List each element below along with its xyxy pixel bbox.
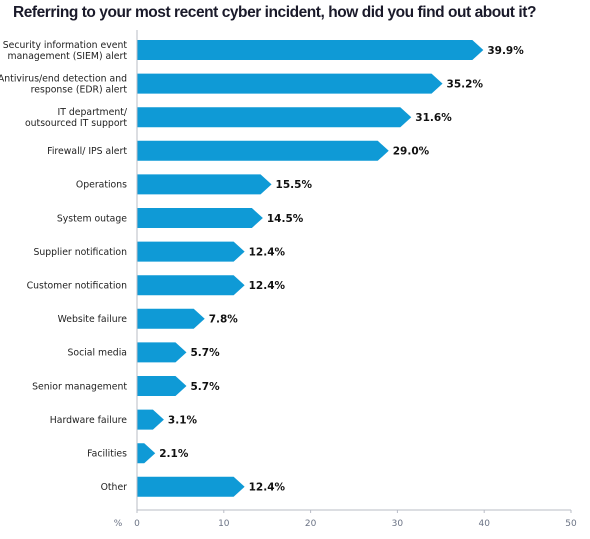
x-axis: 0 10 20 30 40 50% xyxy=(114,30,577,529)
value-label: 7.8% xyxy=(209,314,239,326)
bar xyxy=(137,342,187,363)
bar xyxy=(137,476,245,497)
category-label: Facilities xyxy=(87,449,127,460)
bar xyxy=(137,443,156,464)
value-label: 12.4% xyxy=(249,246,286,258)
category-label: Security information event xyxy=(3,40,128,51)
category-label: management (SIEM) alert xyxy=(8,51,128,62)
x-tick-label: 50 xyxy=(565,519,577,529)
category-label: outsourced IT support xyxy=(25,118,127,129)
category-label: Website failure xyxy=(58,314,128,325)
category-label: response (EDR) alert xyxy=(31,84,128,95)
bar xyxy=(137,275,245,296)
bar xyxy=(137,40,484,60)
value-label: 14.5% xyxy=(267,213,304,225)
bars xyxy=(137,40,484,497)
x-tick-label: 0 xyxy=(134,519,140,529)
bar xyxy=(137,409,164,430)
category-label: Other xyxy=(101,482,128,493)
value-label: 12.4% xyxy=(249,280,286,292)
bar xyxy=(137,376,187,396)
value-labels: 39.9% 35.2% 31.6% 29.0% 15.5% 14.5% 12.4% 12.4%… xyxy=(159,45,524,494)
bar xyxy=(137,140,389,161)
value-label: 2.1% xyxy=(159,448,189,460)
value-label: 15.5% xyxy=(276,179,313,191)
category-label: Operations xyxy=(76,180,127,191)
value-label: 39.9% xyxy=(487,45,524,57)
x-tick-label: 40 xyxy=(478,519,490,529)
bar xyxy=(137,73,443,94)
value-label: 35.2% xyxy=(447,78,484,90)
category-label: Supplier notification xyxy=(33,247,127,258)
value-label: 5.7% xyxy=(190,381,220,393)
value-label: 3.1% xyxy=(168,414,198,426)
value-label: 12.4% xyxy=(249,482,286,494)
x-axis-unit-label: % xyxy=(114,519,123,529)
value-label: 31.6% xyxy=(415,112,452,124)
bar xyxy=(137,107,412,128)
category-label: System outage xyxy=(57,213,127,224)
category-label: Hardware failure xyxy=(50,415,127,426)
x-tick-label: 30 xyxy=(392,519,404,529)
chart-title: Referring to your most recent cyber inci… xyxy=(13,4,536,21)
category-label: Firewall/ IPS alert xyxy=(47,146,127,157)
value-label: 29.0% xyxy=(393,146,430,158)
category-label: IT department/ xyxy=(57,107,127,118)
bar xyxy=(137,241,245,262)
bar xyxy=(137,208,263,228)
category-label: Social media xyxy=(68,348,127,359)
category-label: Antivirus/end detection and xyxy=(0,73,127,84)
category-label: Customer notification xyxy=(27,281,128,292)
x-tick-label: 10 xyxy=(218,519,230,529)
bar xyxy=(137,308,205,329)
value-label: 5.7% xyxy=(190,347,220,359)
category-label: Senior management xyxy=(32,381,127,392)
bar xyxy=(137,174,272,195)
x-tick-label: 20 xyxy=(305,519,317,529)
